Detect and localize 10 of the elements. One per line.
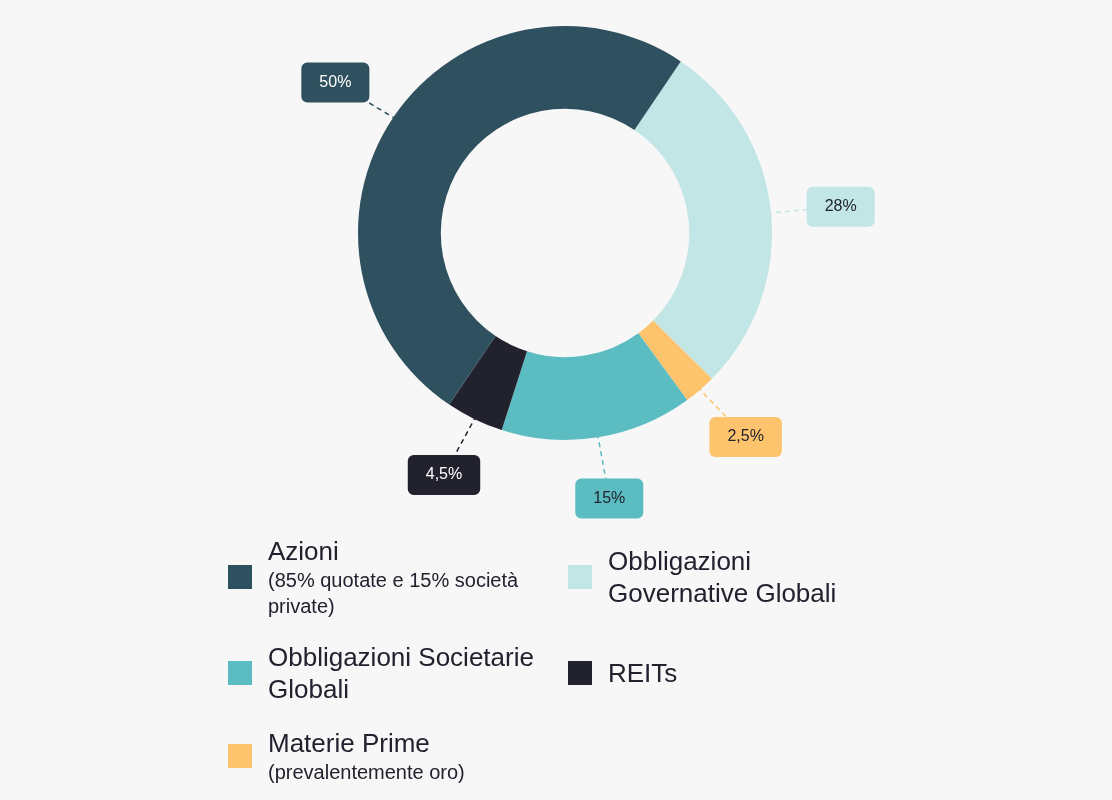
data-label: 50% (319, 72, 352, 90)
data-label: 2,5% (727, 427, 764, 445)
legend-label: Materie Prime (prevalentemente oro) (268, 727, 466, 785)
legend-label: Obbligazioni Societarie Globali (268, 641, 535, 705)
legend-label: Obbligazioni Governative Globali (608, 545, 838, 609)
data-label: 15% (593, 488, 626, 506)
legend-label: REITs (608, 657, 679, 689)
data-label: 28% (824, 197, 857, 215)
legend-label: Azioni (85% quotate e 15% società private) (268, 535, 520, 619)
data-label: 4,5% (425, 465, 463, 483)
